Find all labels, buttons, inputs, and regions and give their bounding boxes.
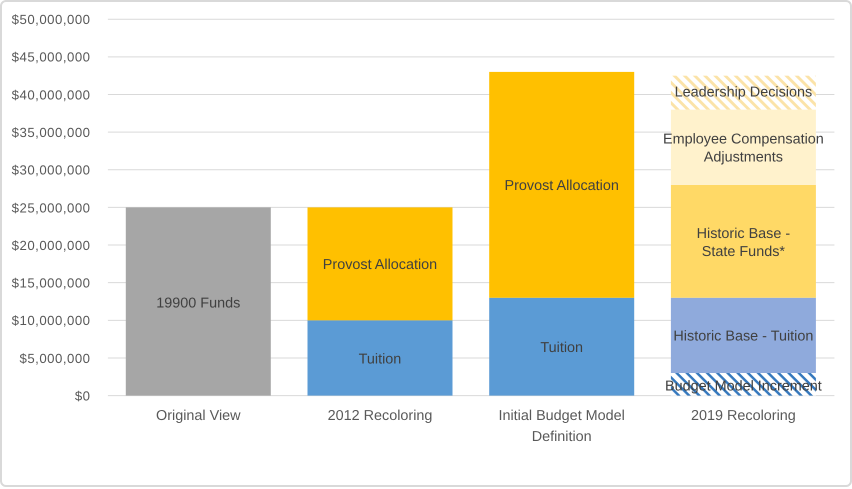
svg-text:State Funds*: State Funds* bbox=[702, 244, 786, 260]
svg-text:$50,000,000: $50,000,000 bbox=[12, 12, 91, 27]
svg-text:$30,000,000: $30,000,000 bbox=[12, 163, 91, 178]
svg-text:2019 Recoloring: 2019 Recoloring bbox=[691, 408, 796, 424]
svg-text:$35,000,000: $35,000,000 bbox=[12, 125, 91, 140]
svg-text:$20,000,000: $20,000,000 bbox=[12, 238, 91, 253]
svg-text:$40,000,000: $40,000,000 bbox=[12, 87, 91, 102]
svg-text:Leadership Decisions: Leadership Decisions bbox=[675, 84, 813, 100]
svg-text:Provost Allocation: Provost Allocation bbox=[505, 178, 619, 194]
svg-text:Historic Base - Tuition: Historic Base - Tuition bbox=[673, 329, 813, 345]
svg-text:Tuition: Tuition bbox=[540, 340, 583, 356]
svg-text:$0: $0 bbox=[75, 389, 91, 404]
svg-text:Historic Base -: Historic Base - bbox=[697, 226, 791, 242]
svg-text:$45,000,000: $45,000,000 bbox=[12, 50, 91, 65]
svg-text:Employee Compensation: Employee Compensation bbox=[663, 131, 824, 147]
svg-text:$15,000,000: $15,000,000 bbox=[12, 276, 91, 291]
svg-text:Original View: Original View bbox=[156, 408, 241, 424]
svg-text:Provost Allocation: Provost Allocation bbox=[323, 257, 437, 273]
svg-text:$5,000,000: $5,000,000 bbox=[19, 351, 90, 366]
svg-text:Budget Model Increment: Budget Model Increment bbox=[665, 378, 822, 394]
svg-text:$10,000,000: $10,000,000 bbox=[12, 313, 91, 328]
svg-text:Tuition: Tuition bbox=[359, 351, 402, 367]
svg-text:19900 Funds: 19900 Funds bbox=[156, 296, 240, 312]
svg-text:Adjustments: Adjustments bbox=[704, 150, 783, 166]
svg-text:2012 Recoloring: 2012 Recoloring bbox=[328, 408, 433, 424]
svg-text:$25,000,000: $25,000,000 bbox=[12, 200, 91, 215]
svg-text:Definition: Definition bbox=[532, 429, 592, 445]
svg-text:Initial Budget Model: Initial Budget Model bbox=[498, 408, 624, 424]
